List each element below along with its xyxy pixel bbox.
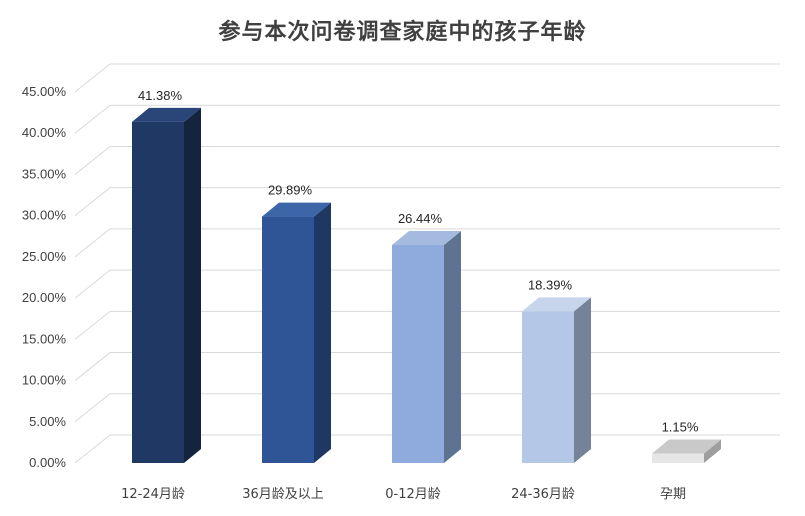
gridline <box>74 187 780 217</box>
gridline <box>74 269 780 299</box>
bar-top <box>262 202 331 217</box>
bar <box>652 453 704 463</box>
gridline <box>74 145 780 175</box>
y-tick-label: 35.00% <box>22 166 67 181</box>
bar-top <box>652 439 721 454</box>
x-category-label: 0-12月龄 <box>385 487 441 502</box>
data-label: 29.89% <box>268 183 313 198</box>
bar <box>392 245 444 463</box>
bar-side <box>314 202 331 464</box>
bar-side <box>444 231 461 463</box>
bar-side <box>184 107 201 464</box>
x-category-label: 孕期 <box>660 487 686 502</box>
bar-top <box>392 231 461 246</box>
y-tick-label: 25.00% <box>22 249 67 264</box>
y-tick-label: 20.00% <box>22 290 67 305</box>
x-category-label: 36月龄及以上 <box>242 487 324 502</box>
y-tick-label: 0.00% <box>29 455 66 470</box>
chart-title: 参与本次问卷调查家庭中的孩子年龄 <box>218 20 587 45</box>
x-category-label: 24-36月龄 <box>511 487 575 502</box>
y-tick-label: 10.00% <box>22 373 67 388</box>
bar-top <box>522 297 591 312</box>
bar-top <box>132 107 201 122</box>
gridline <box>74 104 780 134</box>
x-category-label: 12-24月龄 <box>121 487 185 502</box>
data-label: 26.44% <box>398 211 443 226</box>
bar-side <box>704 439 721 463</box>
y-tick-label: 5.00% <box>29 414 66 429</box>
y-tick-label: 45.00% <box>22 84 67 99</box>
data-label: 41.38% <box>138 88 183 103</box>
gridline <box>74 228 780 258</box>
bar <box>522 311 574 463</box>
bar <box>262 216 314 463</box>
bar-side <box>574 297 591 463</box>
y-tick-label: 30.00% <box>22 208 67 223</box>
bar <box>132 121 184 464</box>
data-label: 1.15% <box>662 420 699 435</box>
y-tick-label: 15.00% <box>22 331 67 346</box>
gridline <box>74 63 780 93</box>
data-label: 18.39% <box>528 277 573 292</box>
y-tick-label: 40.00% <box>22 125 67 140</box>
